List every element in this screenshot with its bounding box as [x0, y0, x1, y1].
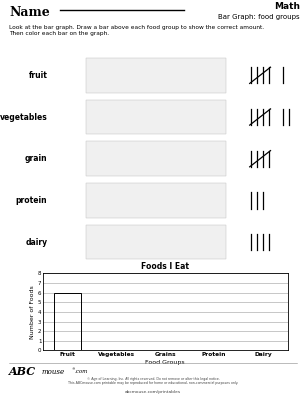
Bar [86, 225, 226, 259]
Text: ABC: ABC [9, 366, 36, 377]
Text: Look at the bar graph. Draw a bar above each food group to show the correct amou: Look at the bar graph. Draw a bar above … [9, 25, 264, 36]
Text: grain: grain [25, 154, 47, 163]
Text: vegetables: vegetables [0, 112, 47, 122]
Text: Bar Graph: food groups: Bar Graph: food groups [218, 14, 300, 20]
Bar [86, 100, 226, 134]
Text: mouse: mouse [41, 368, 65, 376]
Text: © Age of Learning, Inc. All rights reserved. Do not remove or alter this legal n: © Age of Learning, Inc. All rights reser… [68, 377, 238, 385]
X-axis label: Food Groups: Food Groups [145, 360, 185, 365]
Y-axis label: Number of Foods: Number of Foods [30, 285, 35, 339]
Bar [54, 293, 81, 350]
Text: fruit: fruit [28, 71, 47, 80]
Text: Math: Math [274, 2, 300, 11]
Bar [86, 58, 226, 93]
Text: .com: .com [75, 369, 88, 374]
Text: Name: Name [9, 6, 50, 19]
Title: Foods I Eat: Foods I Eat [141, 262, 189, 271]
Text: protein: protein [16, 196, 47, 205]
Text: ®: ® [72, 367, 75, 371]
Text: abcmouse.com/printables: abcmouse.com/printables [125, 390, 181, 394]
Bar [86, 183, 226, 218]
Bar [86, 141, 226, 176]
Text: dairy: dairy [25, 238, 47, 247]
